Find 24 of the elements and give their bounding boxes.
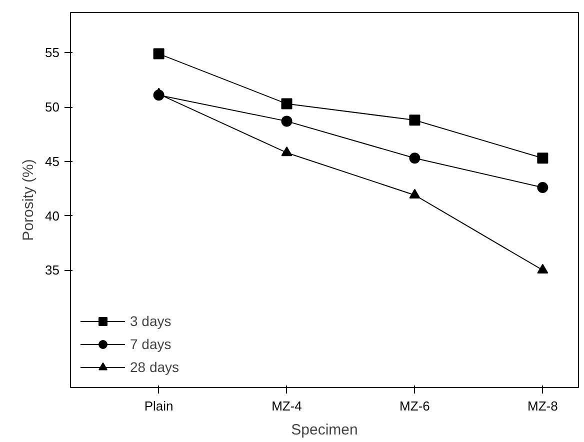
point xyxy=(281,146,292,156)
point xyxy=(537,152,548,164)
point xyxy=(281,116,292,127)
y-tick-label: 55 xyxy=(45,45,60,60)
y-tick-label: 35 xyxy=(45,262,60,278)
point xyxy=(409,114,420,126)
x-axis-title: Specimen xyxy=(291,422,358,438)
legend-label: 7 days xyxy=(130,336,172,352)
point xyxy=(537,264,548,274)
y-tick-label: 45 xyxy=(45,154,60,169)
y-tick-label: 50 xyxy=(45,100,60,115)
x-tick-label: MZ-8 xyxy=(528,398,558,414)
y-axis-title: Porosity (%) xyxy=(20,159,38,241)
point xyxy=(537,182,548,193)
legend-label: 28 days xyxy=(130,359,180,375)
point xyxy=(409,188,420,198)
point xyxy=(409,152,420,164)
x-tick-label: MZ-4 xyxy=(272,398,302,414)
point xyxy=(281,98,292,110)
x-tick-label: Plain xyxy=(144,398,174,414)
y-tick-label: 40 xyxy=(45,208,60,224)
point xyxy=(153,48,164,60)
x-tick-label: MZ-6 xyxy=(400,398,430,414)
legend-label: 3 days xyxy=(130,313,172,329)
